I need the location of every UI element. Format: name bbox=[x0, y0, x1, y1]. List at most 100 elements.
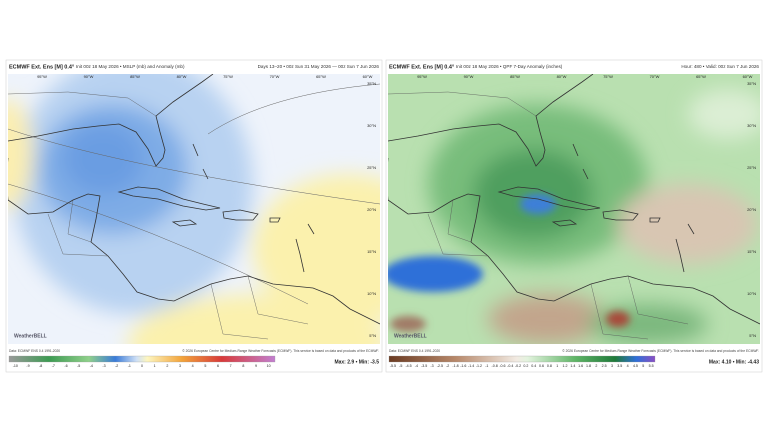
colorbar-label: 2 bbox=[595, 364, 597, 368]
colorbar-label: -3 bbox=[102, 364, 105, 368]
credit-left: Data: ECMWF ENS 0.4 1991-2020 bbox=[389, 349, 440, 353]
colorbar-label: -1.4 bbox=[468, 364, 474, 368]
panel-subtitle: Init 00z 18 May 2026 • QPF 7-Day Anomaly… bbox=[456, 64, 563, 69]
lat-label: 35°N bbox=[747, 81, 756, 86]
colorbar-label: 2.5 bbox=[602, 364, 607, 368]
colorbar-label: -2 bbox=[446, 364, 449, 368]
colorbar-label: 9 bbox=[255, 364, 257, 368]
lon-label: 70°W bbox=[270, 74, 280, 79]
panel-title: ECMWF Ext. Ens [M] 0.4° bbox=[9, 64, 74, 70]
colorbar-label: 3 bbox=[611, 364, 613, 368]
colorbar-label: 5 bbox=[204, 364, 206, 368]
colorbar-label: 1.2 bbox=[563, 364, 568, 368]
colorbar-label: -4.5 bbox=[405, 364, 411, 368]
colorbar-label: -3.5 bbox=[421, 364, 427, 368]
valid-time: Hour: 480 • Valid: 00z Sun 7 Jun 2026 bbox=[681, 64, 759, 69]
colorbar bbox=[8, 355, 276, 363]
lat-label: 30°N bbox=[367, 123, 376, 128]
colorbar-label: 0.8 bbox=[547, 364, 552, 368]
logo: WeatherBELL bbox=[14, 333, 47, 339]
valid-time: Days 13–20 • 00z Sun 31 May 2026 — 00z S… bbox=[258, 64, 380, 69]
colorbar-label: 0.4 bbox=[531, 364, 536, 368]
colorbar-label: 3 bbox=[179, 364, 181, 368]
colorbar-label: 4.5 bbox=[633, 364, 638, 368]
colorbar-label: -0.6 bbox=[499, 364, 505, 368]
lat-label: 25°N bbox=[747, 165, 756, 170]
lat-label: 10°N bbox=[747, 291, 756, 296]
lon-label: 85°W bbox=[130, 74, 140, 79]
colorbar-label: 1.6 bbox=[578, 364, 583, 368]
colorbar-label: -2 bbox=[115, 364, 118, 368]
lat-label: 25°N bbox=[367, 165, 376, 170]
credit-right: © 2026 European Centre for Medium-Range … bbox=[562, 349, 759, 353]
lon-label: 80°W bbox=[557, 74, 567, 79]
lon-label: 60°W bbox=[743, 74, 753, 79]
colorbar-label: 4 bbox=[627, 364, 629, 368]
panel-subtitle: Init 00z 18 May 2026 • MSLP (mb) and Ano… bbox=[76, 64, 185, 69]
colorbar-label: 7 bbox=[230, 364, 232, 368]
colorbar-label: -6 bbox=[64, 364, 67, 368]
colorbar-label: 6 bbox=[217, 364, 219, 368]
colorbar-label: -4 bbox=[90, 364, 93, 368]
map bbox=[388, 74, 760, 344]
colorbar-label: 1.4 bbox=[570, 364, 575, 368]
lon-label: 80°W bbox=[177, 74, 187, 79]
lon-label: 90°W bbox=[464, 74, 474, 79]
colorbar-label: 5 bbox=[642, 364, 644, 368]
lon-label: 75°W bbox=[223, 74, 233, 79]
colorbar-label: 2 bbox=[166, 364, 168, 368]
lat-label: 30°N bbox=[747, 123, 756, 128]
colorbar-label: 0.6 bbox=[539, 364, 544, 368]
credit-left: Data: ECMWF ENS 0.4 1991-2020 bbox=[9, 349, 60, 353]
colorbar-label: -10 bbox=[13, 364, 18, 368]
colorbar-label: 1.8 bbox=[586, 364, 591, 368]
colorbar-label: -0.8 bbox=[492, 364, 498, 368]
colorbar-label: 10 bbox=[267, 364, 271, 368]
credit-right: © 2026 European Centre for Medium-Range … bbox=[182, 349, 379, 353]
colorbar-label: 3.5 bbox=[617, 364, 622, 368]
max-min: Max: 4.10 • Min: -4.43 bbox=[709, 359, 759, 365]
colorbar-label: -3 bbox=[430, 364, 433, 368]
lat-label: 15°N bbox=[367, 249, 376, 254]
colorbar-label: -1 bbox=[128, 364, 131, 368]
lon-label: 60°W bbox=[363, 74, 373, 79]
panel-right: ECMWF Ext. Ens [M] 0.4° Init 00z 18 May 2… bbox=[385, 59, 763, 373]
colorbar-label: -8 bbox=[39, 364, 42, 368]
colorbar-label: -7 bbox=[52, 364, 55, 368]
map bbox=[8, 74, 380, 344]
colorbar-label: 0.2 bbox=[523, 364, 528, 368]
colorbar-label: -5 bbox=[399, 364, 402, 368]
lon-label: 95°W bbox=[417, 74, 427, 79]
lon-label: 85°W bbox=[510, 74, 520, 79]
colorbar-label: -9 bbox=[26, 364, 29, 368]
lat-label: 15°N bbox=[747, 249, 756, 254]
colorbar-label: -5.5 bbox=[390, 364, 396, 368]
colorbar bbox=[388, 355, 656, 363]
colorbar-label: 4 bbox=[192, 364, 194, 368]
panel-left: ECMWF Ext. Ens [M] 0.4° Init 00z 18 May 2… bbox=[5, 59, 383, 373]
panel-title: ECMWF Ext. Ens [M] 0.4° bbox=[389, 64, 454, 70]
lon-label: 95°W bbox=[37, 74, 47, 79]
colorbar-label: -0.4 bbox=[507, 364, 513, 368]
lat-label: 35°N bbox=[367, 81, 376, 86]
colorbar-label: 1 bbox=[556, 364, 558, 368]
lat-label: 5°N bbox=[749, 333, 756, 338]
colorbar-label: 8 bbox=[242, 364, 244, 368]
colorbar-label: -5 bbox=[77, 364, 80, 368]
lon-label: 75°W bbox=[603, 74, 613, 79]
lat-label: 20°N bbox=[367, 207, 376, 212]
colorbar-label: -1.8 bbox=[452, 364, 458, 368]
lat-label: 5°N bbox=[369, 333, 376, 338]
colorbar-label: -2.5 bbox=[437, 364, 443, 368]
colorbar-label: -1.2 bbox=[476, 364, 482, 368]
colorbar-label: 0 bbox=[141, 364, 143, 368]
colorbar-label: 5.5 bbox=[649, 364, 654, 368]
lat-label: 20°N bbox=[747, 207, 756, 212]
lon-label: 90°W bbox=[84, 74, 94, 79]
colorbar-label: -1.6 bbox=[460, 364, 466, 368]
colorbar-label: -0.2 bbox=[515, 364, 521, 368]
lon-label: 65°W bbox=[696, 74, 706, 79]
logo: WeatherBELL bbox=[394, 333, 427, 339]
